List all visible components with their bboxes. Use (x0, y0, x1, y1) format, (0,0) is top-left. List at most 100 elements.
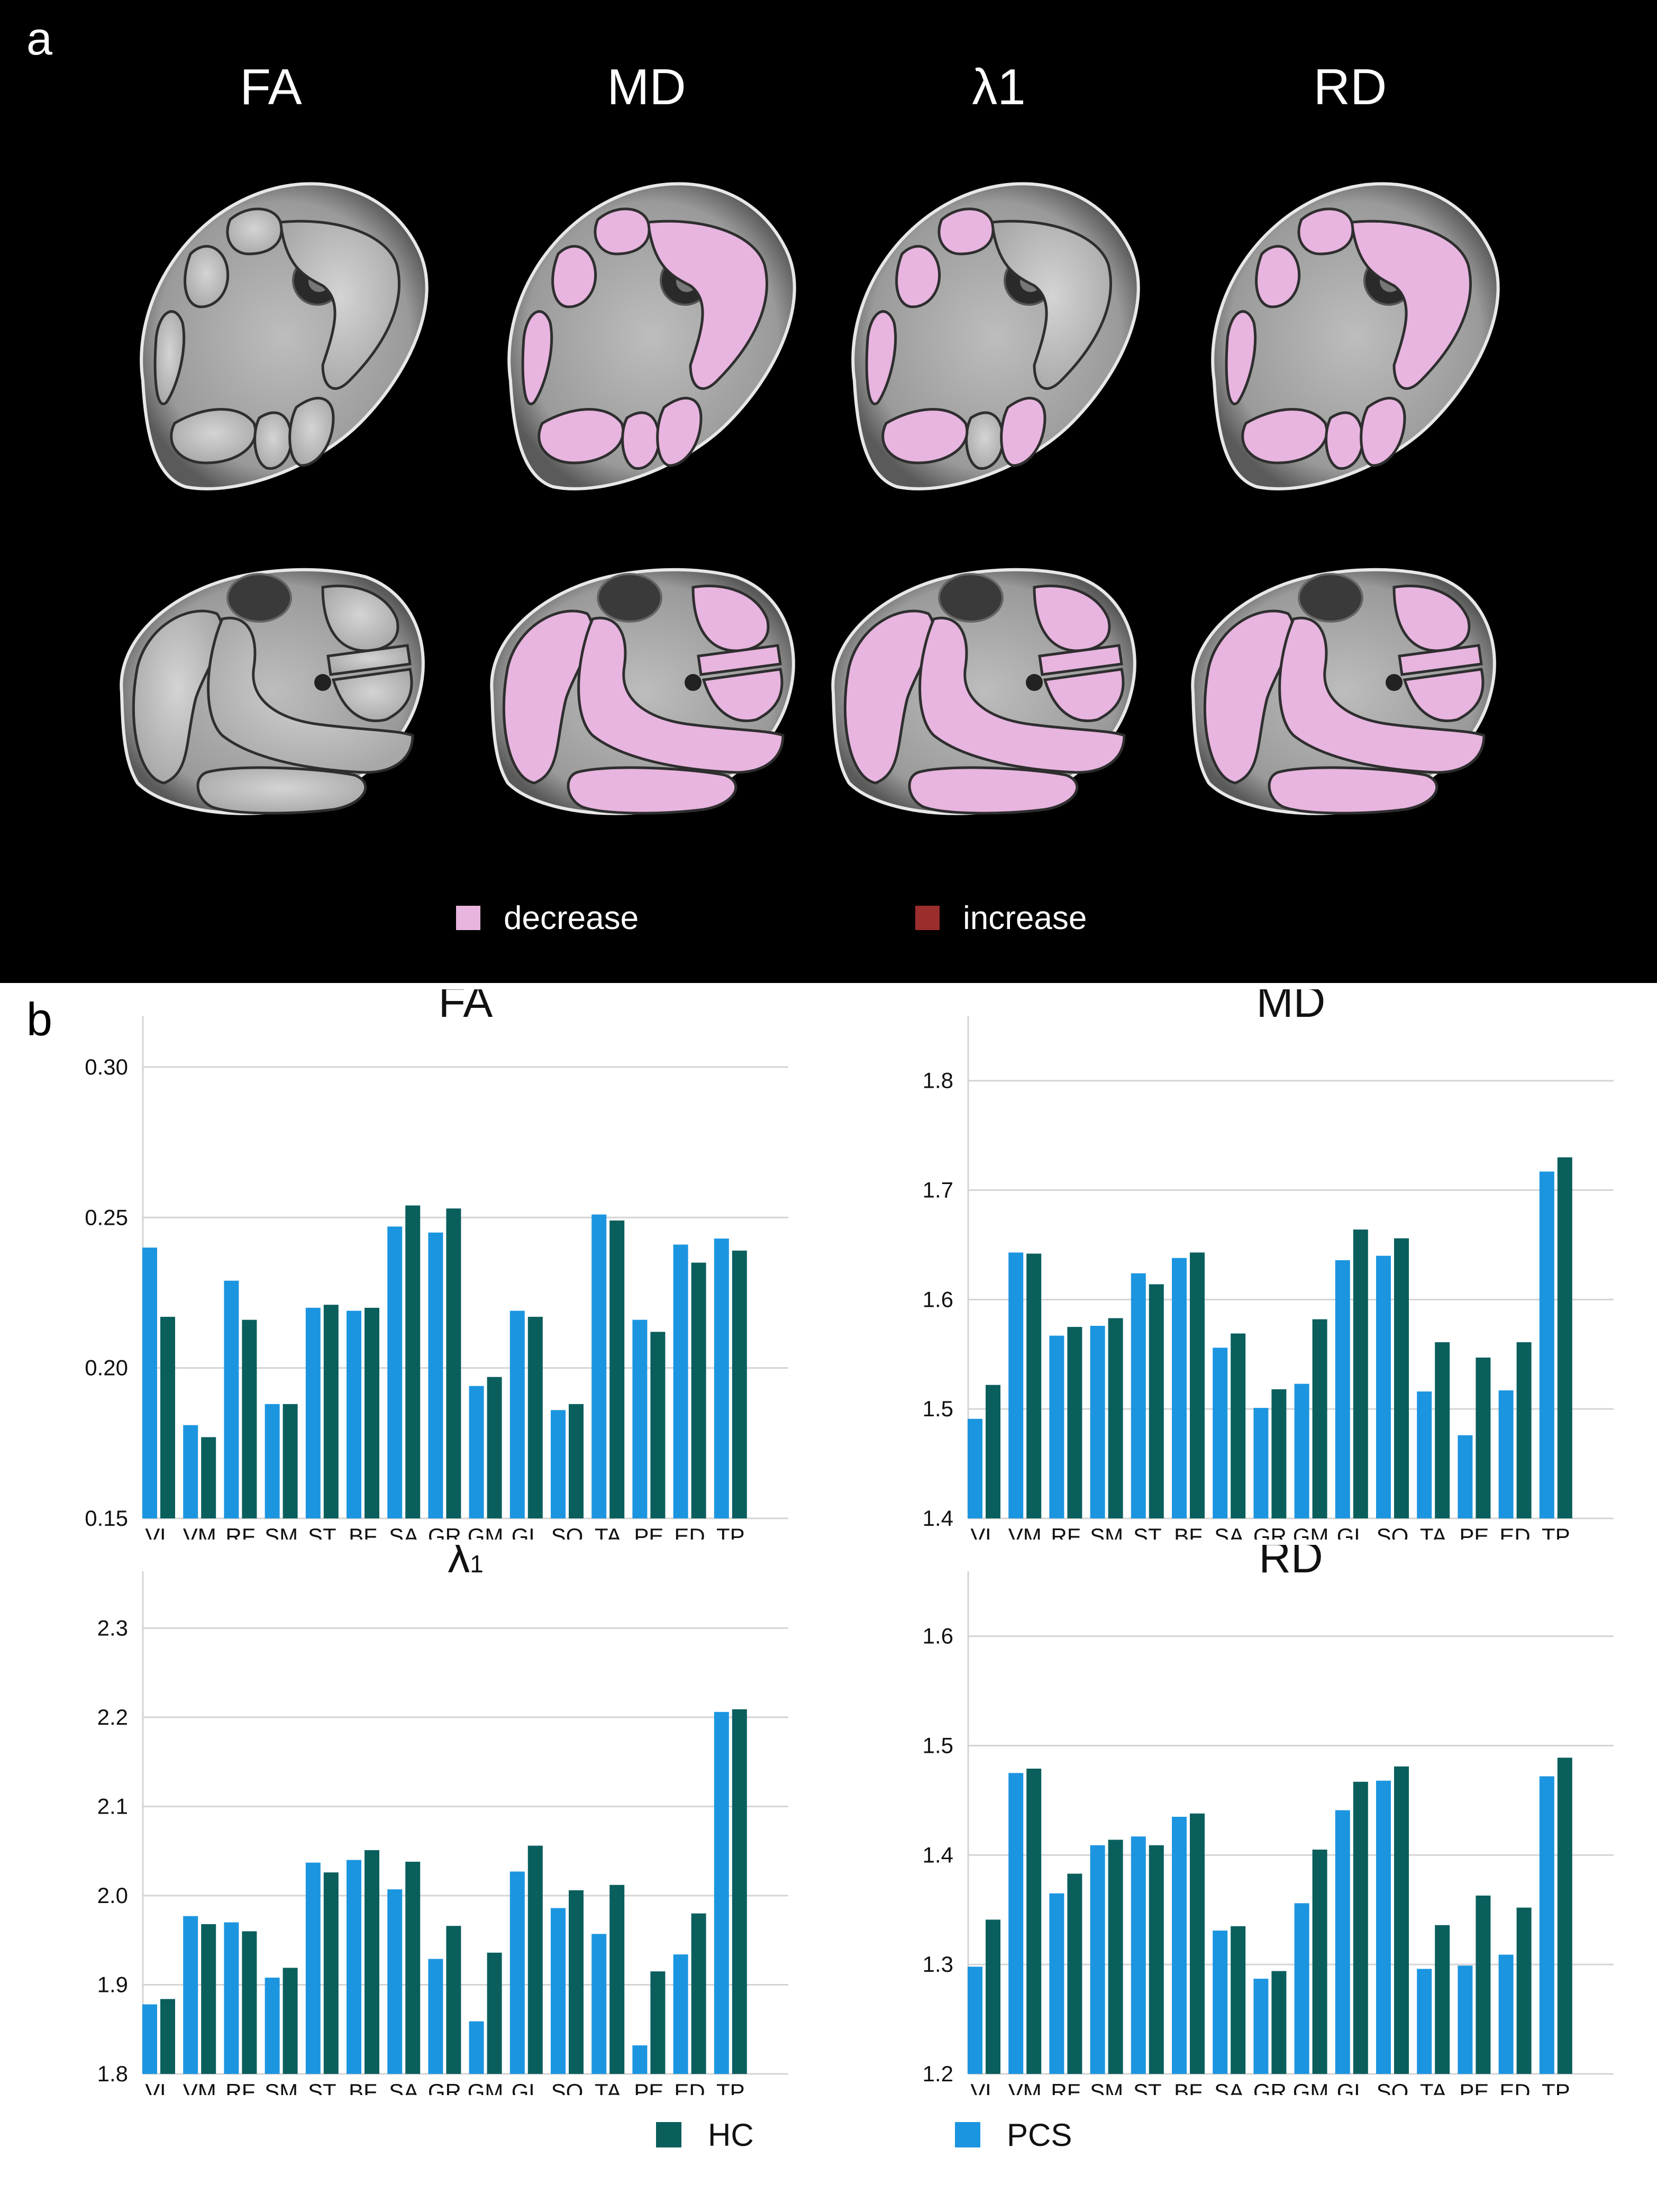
bar-pcs-bf (1172, 1258, 1187, 1518)
x-tick-label: GL (512, 1524, 541, 1540)
bar-pcs-vl (968, 1418, 982, 1518)
bar-hc-sm (1108, 1840, 1123, 2074)
bar-pcs-vm (183, 1425, 198, 1518)
legend-pcs-label: PCS (1007, 2117, 1072, 2153)
y-tick-label: 1.5 (923, 1733, 953, 1758)
y-tick-label: 1.8 (923, 1068, 953, 1093)
bar-pcs-ed (1498, 1390, 1514, 1518)
bar-hc-ed (691, 1913, 706, 2074)
bar-pcs-tp (1539, 1171, 1554, 1518)
x-tick-label: SA (389, 2079, 418, 2095)
bar-pcs-gm (469, 2021, 484, 2074)
bar-pcs-ed (673, 1954, 688, 2074)
bar-hc-pe (650, 1332, 666, 1518)
bar-hc-so (1394, 1766, 1409, 2074)
bar-pcs-gm (1294, 1903, 1309, 2074)
x-tick-label: TA (595, 1524, 622, 1540)
legend-decrease: decrease (456, 899, 639, 936)
x-tick-label: TP (1542, 1524, 1570, 1540)
x-tick-label: RF (225, 2079, 255, 2095)
bar-hc-ed (1516, 1907, 1532, 2074)
bar-hc-st (1149, 1845, 1164, 2074)
bar-pcs-vl (142, 2004, 157, 2074)
bar-hc-gm (487, 1377, 502, 1518)
bar-hc-vl (160, 1316, 175, 1518)
bar-hc-gm (1312, 1850, 1327, 2074)
bar-hc-gr (446, 1208, 461, 1518)
bar-hc-gm (487, 1952, 502, 2074)
chart-fa: FA 0.15 0.20 0.25 0.30 VL VM RF SM ST BF SA GR GM GL SO… (85, 989, 788, 1540)
y-tick-label: 2.3 (97, 1615, 128, 1640)
bar-hc-bf (1190, 1813, 1205, 2074)
y-tick-label: 1.5 (923, 1396, 953, 1421)
y-tick-label: 0.30 (85, 1054, 128, 1079)
x-tick-label: GR (1253, 2079, 1287, 2095)
legend-increase-swatch (915, 906, 940, 930)
chart-title-lambda1: λ1 (448, 1545, 484, 1582)
y-tick-label: 1.3 (923, 1952, 953, 1977)
bar-pcs-st (305, 1862, 321, 2074)
x-tick-label: SA (1214, 1524, 1244, 1540)
bar-hc-gm (1312, 1319, 1327, 1518)
bar-pcs-tp (714, 1239, 729, 1518)
bar-pcs-pe (632, 1319, 648, 1518)
x-tick-label: BF (1174, 1524, 1203, 1540)
bar-pcs-rf (1049, 1893, 1064, 2074)
x-tick-label: VL (145, 1524, 172, 1540)
y-tick-label: 1.7 (923, 1178, 953, 1203)
bar-hc-st (323, 1305, 339, 1518)
bar-pcs-pe (1458, 1435, 1473, 1518)
bar-pcs-pe (632, 2045, 648, 2074)
bar-pcs-so (1376, 1255, 1391, 1518)
chart-title-fa: FA (439, 989, 493, 1026)
bar-hc-pe (1476, 1357, 1491, 1518)
x-tick-label: PE (634, 1524, 663, 1540)
x-tick-label: GM (468, 2079, 504, 2095)
chart-rd: RD 1.2 1.3 1.4 1.5 1.6 VL VM RF SM ST BF SA GR GM GL SO T… (923, 1545, 1614, 2095)
bar-hc-vl (986, 1385, 1000, 1518)
bar-hc-bf (365, 1307, 379, 1518)
bar-hc-tp (732, 1709, 747, 2074)
x-tick-label: RF (1051, 2079, 1080, 2095)
bar-hc-gr (1271, 1389, 1287, 1518)
bar-pcs-st (1131, 1836, 1146, 2074)
bar-pcs-vl (968, 1967, 982, 2074)
x-tick-label: RF (1051, 1524, 1080, 1540)
bar-pcs-vm (1008, 1252, 1024, 1518)
bar-hc-gr (1271, 1971, 1287, 2074)
bar-hc-gl (527, 1845, 543, 2074)
bar-hc-sa (405, 1861, 421, 2074)
x-tick-label: TP (716, 2079, 745, 2095)
chart-lambda1: λ1 1.8 1.9 2.0 2.1 2.2 2.3 VL VM RF SM ST BF SA GR GM GL… (97, 1545, 788, 2095)
bar-pcs-so (1376, 1780, 1391, 2074)
legend-decrease-label: decrease (504, 899, 639, 936)
bar-pcs-gm (469, 1386, 484, 1518)
y-tick-label: 1.4 (923, 1842, 953, 1867)
bar-pcs-gl (509, 1310, 525, 1518)
bar-pcs-gr (1253, 1979, 1269, 2074)
x-tick-label: ED (1499, 2079, 1530, 2095)
bar-hc-so (569, 1404, 584, 1518)
bar-pcs-ta (591, 1934, 607, 2074)
bar-pcs-ta (591, 1214, 607, 1518)
chart-title-rd: RD (1259, 1545, 1323, 1582)
bar-pcs-sm (1090, 1845, 1105, 2074)
y-tick-label: 1.9 (97, 1972, 128, 1997)
bar-hc-ta (1435, 1342, 1450, 1518)
map-title-fa: FA (240, 59, 302, 115)
bar-pcs-bf (347, 1310, 361, 1518)
panel-a: a FA MD λ1 RD (0, 0, 1657, 983)
bar-pcs-gl (1335, 1810, 1350, 2074)
bar-hc-pe (1476, 1895, 1491, 2074)
bar-pcs-ed (1498, 1954, 1514, 2074)
x-tick-label: TP (716, 1524, 745, 1540)
bar-pcs-bf (1172, 1816, 1187, 2074)
bar-pcs-sm (1090, 1326, 1105, 1518)
x-tick-label: TP (1542, 2079, 1570, 2095)
bar-hc-rf (242, 1931, 257, 2074)
bar-pcs-sa (1213, 1348, 1228, 1518)
x-tick-label: VL (970, 1524, 997, 1540)
bar-pcs-ed (673, 1244, 688, 1518)
y-tick-label: 2.0 (97, 1883, 128, 1908)
bar-hc-st (1149, 1284, 1164, 1518)
